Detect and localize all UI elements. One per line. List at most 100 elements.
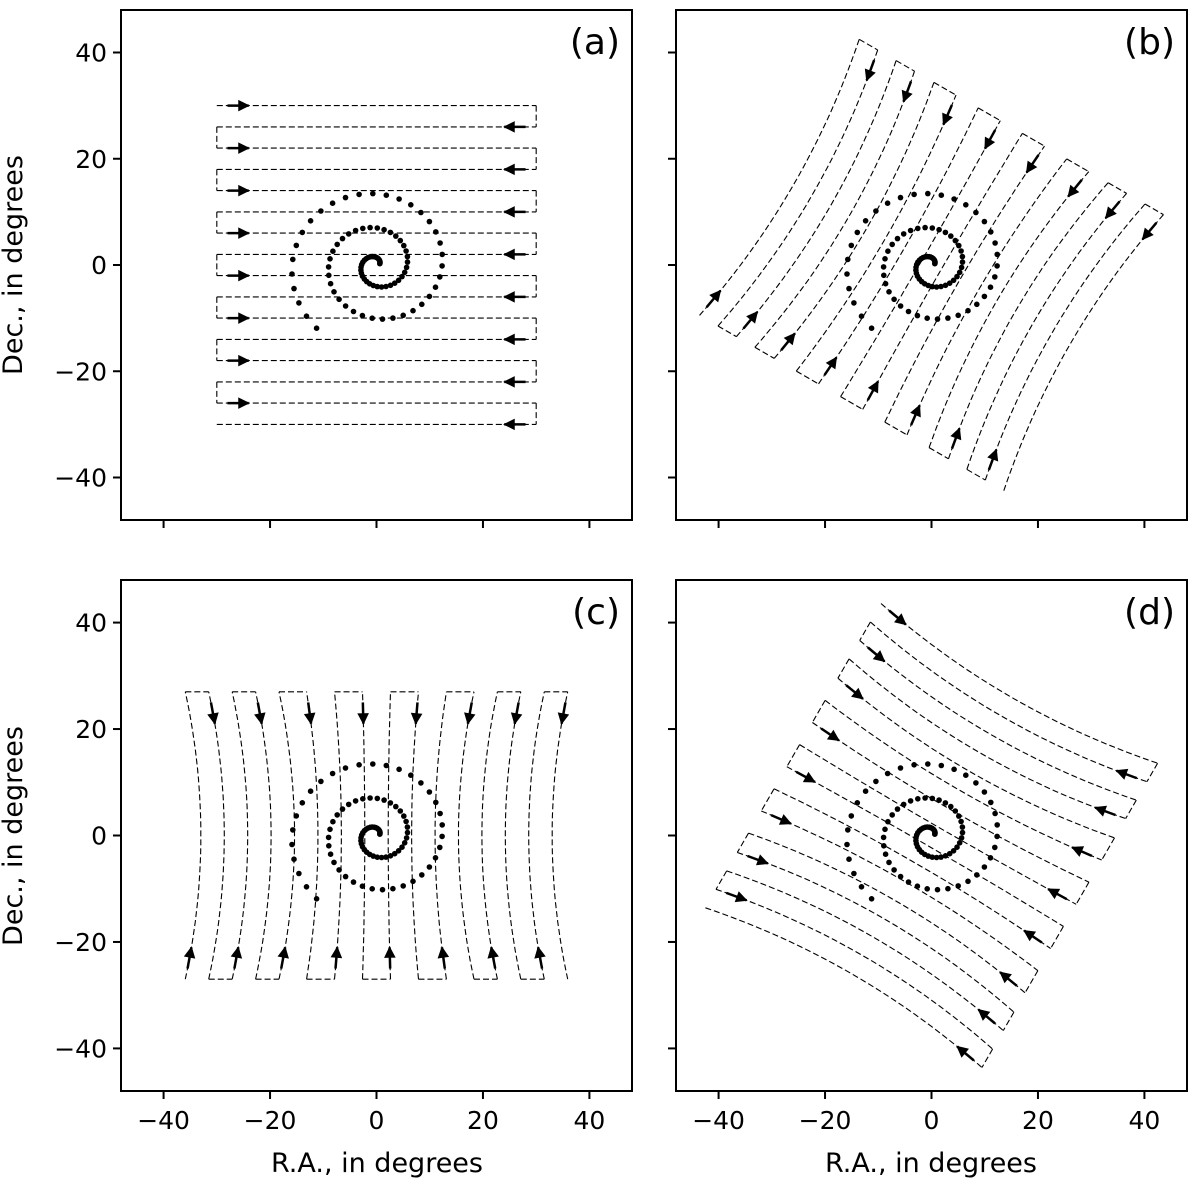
source-point [882,851,889,857]
source-point [419,301,425,308]
scan-turn [966,468,986,481]
scan-arrow-head [783,332,796,346]
scan-turn [1101,837,1115,861]
scan-turn [840,396,863,410]
x-tick-label: 20 [1022,1106,1054,1135]
source-point [886,859,892,866]
source-point [330,818,336,825]
plot-area [699,38,1164,491]
source-point [404,824,411,830]
source-point [848,813,855,819]
source-point [318,778,324,785]
source-point [399,273,405,280]
source-point [992,240,998,246]
source-point [378,284,385,290]
source-point [929,854,936,860]
source-point [844,271,850,277]
scan-leg [799,744,1077,905]
scan-arrow-head [503,163,515,176]
source-point [350,879,357,885]
source-point [403,264,410,271]
scan-arrow-head [1104,206,1117,219]
panels: (a) −40 −20 0 20 40 (b) (c) −40 −20 0 20 40 −40 −20 0 20… [54,9,1188,1135]
source-point [845,256,851,263]
source-point [334,812,341,818]
scan-leg [737,851,1015,1013]
source-point [318,208,324,214]
scan-arrow-head [942,112,953,126]
source-point [291,856,297,862]
scan-arrow-head [709,289,722,303]
scan-arrow-head [277,946,289,959]
source-point [345,801,352,808]
scan-leg [735,60,897,337]
scan-leg [795,94,957,372]
source-point [391,280,398,287]
scan-arrow-head [901,89,913,103]
source-point [884,200,891,206]
source-point [329,200,336,206]
source-point [342,765,349,771]
source-point [307,218,314,224]
scan-arrow-head [802,771,816,783]
scan-turn [717,325,737,338]
source-point [981,864,988,870]
scan-turn [928,447,949,460]
source-point [396,196,402,202]
y-tick-label: −20 [54,928,107,957]
source-point [387,853,394,859]
scan-turn [933,81,957,96]
x-tick-label: −40 [137,1106,190,1135]
scan-turn [858,38,878,51]
source-point [955,883,961,889]
source-point [383,192,390,198]
source-point [873,208,879,214]
source-point [374,225,381,231]
source-point [950,848,957,854]
y-tick-label: −20 [54,357,107,386]
x-tick-label: −20 [799,1106,852,1135]
scan-leg [306,691,319,980]
source-point [410,878,416,885]
source-point [397,808,404,814]
source-point [929,283,936,290]
source-point [331,289,337,295]
source-point [370,761,376,767]
source-point [331,859,337,866]
scan-arrow-head [984,136,996,150]
scan-leg [812,722,1090,883]
source-point [426,864,433,870]
scan-turn [1125,799,1137,819]
source-point [293,242,300,249]
scan-leg [278,691,296,980]
scan-leg [361,691,366,980]
source-point [911,762,917,768]
source-point [956,269,963,276]
scan-arrow-head [238,184,250,197]
scan-turn [837,658,850,679]
scan-arrow-head [183,946,196,959]
scan-leg [818,107,979,385]
source-point [882,280,889,287]
scan-leg [699,39,860,316]
scan-arrow-head [826,729,840,742]
source-point [408,772,414,778]
scan-arrow-head [230,946,243,959]
source-point [987,284,994,291]
scan-turn [1146,762,1159,782]
source-point [938,283,944,290]
scan-arrow-head [999,971,1012,984]
source-point [401,242,407,249]
scan-arrow-head [357,713,369,725]
source-point [296,870,302,877]
scan-leg [928,171,1090,448]
panel-b: (b) [668,9,1188,528]
source-point [399,844,405,850]
scan-arrow-head [746,311,759,324]
scan-leg [884,145,1045,423]
scan-arrow-head [503,121,515,133]
scan-turn [1024,970,1039,994]
source-point [914,883,921,889]
scan-leg [947,182,1109,459]
x-tick-label: −20 [244,1106,297,1135]
